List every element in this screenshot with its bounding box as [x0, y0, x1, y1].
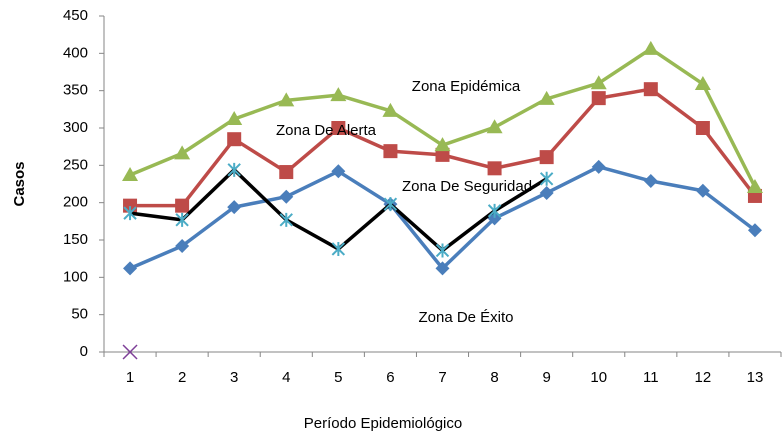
marker: [747, 223, 762, 238]
marker: [227, 162, 241, 177]
x-tick-label: 3: [230, 369, 238, 386]
x-tick-label: 5: [334, 369, 342, 386]
x-axis-label: Período Epidemiológico: [304, 415, 462, 432]
marker: [487, 203, 502, 218]
y-tick-label: 350: [63, 82, 88, 99]
annotation: Zona De Éxito: [418, 309, 513, 326]
marker: [539, 150, 554, 165]
marker: [331, 164, 346, 179]
marker: [435, 261, 450, 276]
marker: [383, 197, 398, 212]
marker: [278, 92, 295, 107]
x-tick-label: 7: [438, 369, 446, 386]
marker: [486, 119, 503, 134]
marker: [642, 40, 659, 55]
marker: [538, 90, 555, 105]
marker: [123, 261, 138, 276]
marker: [175, 198, 190, 213]
marker: [746, 178, 763, 193]
marker: [122, 167, 139, 182]
marker: [123, 206, 137, 221]
marker: [175, 212, 189, 227]
x-tick-label: 11: [643, 369, 659, 386]
marker: [435, 243, 450, 258]
marker: [590, 75, 607, 90]
x-tick-label: 2: [178, 369, 186, 386]
marker: [331, 241, 346, 256]
x-tick-label: 12: [695, 369, 712, 386]
marker: [694, 75, 711, 90]
x-tick-label: 4: [282, 369, 290, 386]
marker: [487, 161, 502, 176]
y-tick-label: 0: [80, 343, 88, 360]
marker: [383, 144, 398, 159]
annotation: Zona Epidémica: [412, 78, 521, 95]
series-line: [129, 47, 757, 188]
marker: [226, 111, 243, 126]
y-tick-label: 150: [63, 231, 88, 248]
marker: [279, 165, 294, 180]
marker: [434, 137, 451, 152]
marker: [227, 200, 242, 215]
y-tick-label: 300: [63, 119, 88, 136]
marker: [122, 344, 138, 360]
marker: [539, 171, 554, 186]
marker: [331, 121, 346, 135]
y-tick-label: 250: [63, 156, 88, 173]
annotation: Zona De Seguridad: [402, 178, 532, 195]
y-tick-label: 100: [63, 268, 88, 285]
marker: [382, 102, 399, 117]
marker: [175, 238, 190, 253]
x-tick-label: 9: [542, 369, 550, 386]
marker: [539, 185, 554, 200]
y-tick-label: 400: [63, 44, 88, 61]
x-tick-label: 13: [747, 369, 764, 386]
marker: [330, 87, 347, 102]
marker: [227, 132, 242, 147]
marker: [643, 82, 658, 97]
marker: [174, 145, 191, 160]
x-tick-label: 10: [590, 369, 607, 386]
y-axis-label: Casos: [11, 161, 28, 206]
marker: [279, 212, 293, 227]
x-tick-label: 8: [490, 369, 498, 386]
y-tick-label: 450: [63, 7, 88, 24]
annotation: Zona De Alerta: [276, 122, 377, 139]
marker: [695, 121, 710, 135]
y-tick-label: 200: [63, 194, 88, 211]
x-tick-label: 1: [126, 369, 134, 386]
y-tick-label: 50: [71, 306, 88, 323]
marker: [435, 147, 450, 162]
marker: [643, 174, 658, 189]
marker: [279, 189, 294, 204]
marker: [591, 159, 606, 174]
x-tick-label: 6: [386, 369, 394, 386]
marker: [591, 91, 606, 106]
marker: [695, 183, 710, 198]
